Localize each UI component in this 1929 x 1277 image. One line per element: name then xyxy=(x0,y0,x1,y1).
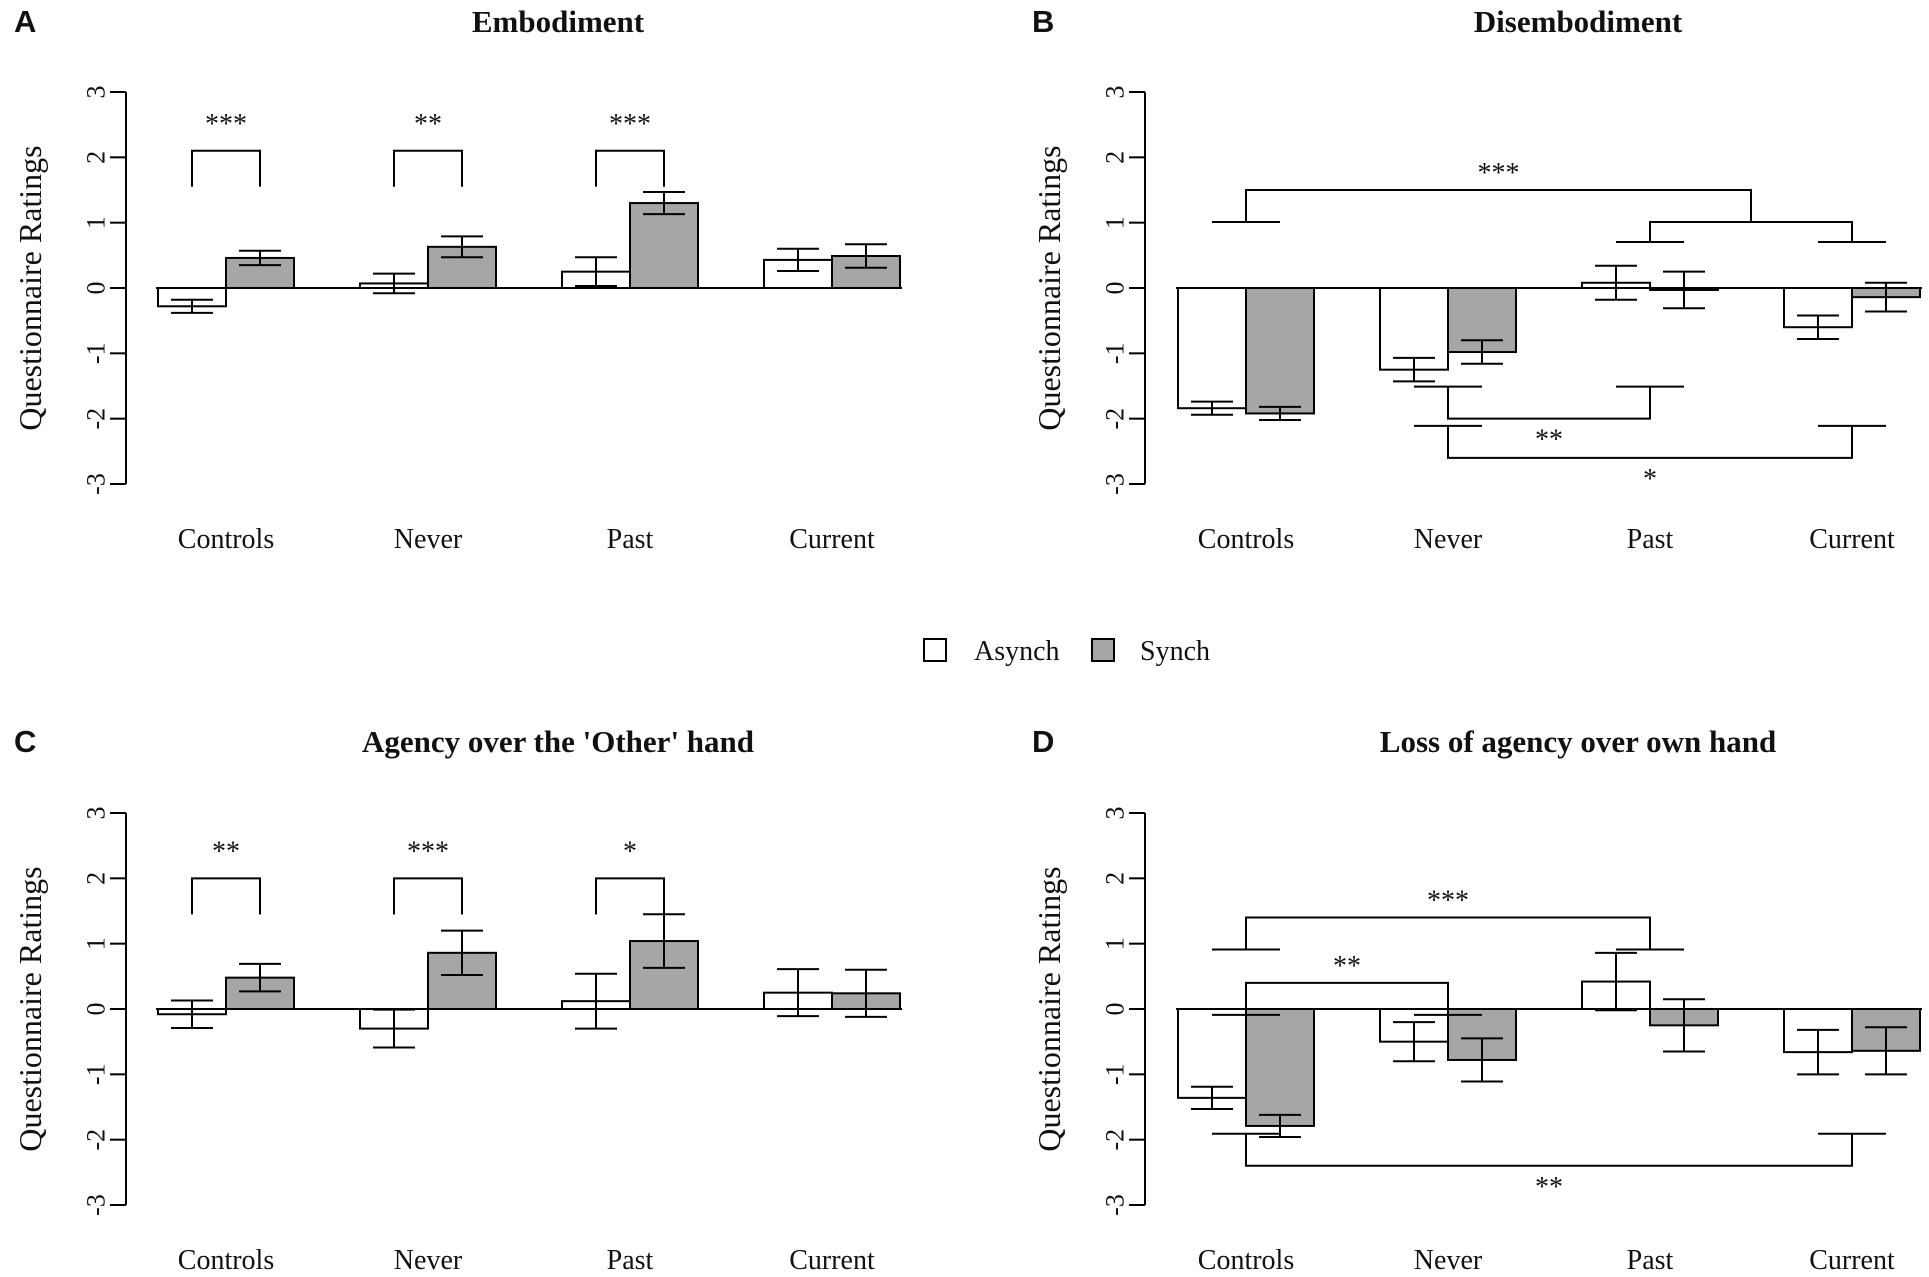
chart-title: Agency over the 'Other' hand xyxy=(362,724,754,759)
significance-stars: * xyxy=(623,836,637,867)
y-tick-label: 3 xyxy=(1101,807,1130,820)
x-category-label: Past xyxy=(1627,1245,1674,1276)
significance-stars: *** xyxy=(407,836,449,867)
y-tick-label: 0 xyxy=(82,282,111,295)
y-tick-label: 0 xyxy=(82,1003,111,1016)
significance-stars: ** xyxy=(414,109,442,140)
significance-stars: ** xyxy=(1535,1172,1563,1203)
y-tick-label: 1 xyxy=(1101,937,1130,950)
x-category-label: Controls xyxy=(178,1245,274,1276)
x-category-label: Current xyxy=(1809,524,1895,555)
chart-panel-d: D Loss of agency over own hand 3 2 1 0 -1 -2 -3 Q… xyxy=(1031,724,1922,1276)
y-tick-label: 2 xyxy=(1101,151,1130,164)
legend-swatch-asynch xyxy=(923,638,947,662)
significance-bracket xyxy=(595,877,665,915)
y-tick-label: 3 xyxy=(82,807,111,820)
significance-stars: *** xyxy=(1427,886,1469,917)
x-category-label: Never xyxy=(394,524,463,555)
x-category-label: Past xyxy=(1627,524,1674,555)
y-tick-label: 3 xyxy=(1101,86,1130,99)
significance-sub-bracket xyxy=(1649,221,1853,242)
significance-bracket xyxy=(393,877,463,915)
bar-asynch xyxy=(1177,1008,1247,1099)
significance-bracket xyxy=(595,149,665,187)
y-tick-label: 1 xyxy=(82,937,111,950)
y-tick-label: 3 xyxy=(82,86,111,99)
significance-bracket xyxy=(1447,386,1651,420)
y-tick-label: 1 xyxy=(1101,216,1130,229)
panels: A Embodiment 3 2 1 0 -1 -2 -3 Questionnaire Ratin… xyxy=(12,4,1922,1276)
significance-bracket xyxy=(393,149,463,187)
y-tick-label: 2 xyxy=(82,872,111,885)
legend-label-synch: Synch xyxy=(1140,636,1210,667)
legend-swatch-synch xyxy=(1091,638,1115,662)
significance-stars: *** xyxy=(1478,158,1520,189)
y-tick-label: -1 xyxy=(82,342,111,364)
bar-synch xyxy=(629,202,699,289)
legend-label-asynch: Asynch xyxy=(974,636,1060,667)
y-tick-label: -3 xyxy=(82,1194,111,1216)
significance-bracket xyxy=(1447,425,1853,459)
y-tick-label: -3 xyxy=(82,473,111,495)
y-tick-label: -3 xyxy=(1101,473,1130,495)
significance-stars: *** xyxy=(609,109,651,140)
bar-asynch xyxy=(1379,287,1449,371)
y-axis-label: Questionnaire Ratings xyxy=(12,866,48,1151)
x-category-label: Controls xyxy=(178,524,274,555)
significance-bracket xyxy=(1245,1133,1853,1167)
significance-bracket xyxy=(1245,916,1651,950)
panel-label: C xyxy=(14,724,36,759)
chart-panel-b: B Disembodiment 3 2 1 0 -1 -2 -3 Questionnaire Ra… xyxy=(1031,4,1922,555)
bar-synch xyxy=(1245,1008,1315,1127)
x-category-label: Never xyxy=(394,1245,463,1276)
y-tick-label: 0 xyxy=(1101,1003,1130,1016)
y-tick-label: -3 xyxy=(1101,1194,1130,1216)
x-category-label: Never xyxy=(1414,1245,1483,1276)
bar-asynch xyxy=(1177,287,1247,410)
y-axis-label: Questionnaire Ratings xyxy=(12,145,48,430)
y-tick-label: 2 xyxy=(1101,872,1130,885)
x-category-label: Controls xyxy=(1198,524,1294,555)
y-tick-label: 0 xyxy=(1101,282,1130,295)
x-category-label: Current xyxy=(1809,1245,1895,1276)
significance-bracket xyxy=(1245,981,1449,1015)
significance-stars: ** xyxy=(1333,951,1361,982)
x-category-label: Current xyxy=(789,1245,875,1276)
x-category-label: Never xyxy=(1414,524,1483,555)
significance-stars: *** xyxy=(205,109,247,140)
x-category-label: Past xyxy=(607,524,654,555)
y-tick-label: -1 xyxy=(1101,1063,1130,1085)
y-tick-label: -2 xyxy=(82,1129,111,1151)
panel-label: A xyxy=(14,4,36,39)
significance-bracket xyxy=(191,877,261,915)
significance-stars: ** xyxy=(1535,425,1563,456)
x-category-label: Controls xyxy=(1198,1245,1294,1276)
y-tick-label: -2 xyxy=(1101,408,1130,430)
y-tick-label: 1 xyxy=(82,216,111,229)
significance-bracket xyxy=(1245,189,1752,222)
y-tick-label: -1 xyxy=(82,1063,111,1085)
x-category-label: Past xyxy=(607,1245,654,1276)
chart-title: Embodiment xyxy=(472,4,645,39)
chart-title: Disembodiment xyxy=(1474,4,1683,39)
chart-title: Loss of agency over own hand xyxy=(1380,724,1776,759)
y-tick-label: 2 xyxy=(82,151,111,164)
chart-panel-a: A Embodiment 3 2 1 0 -1 -2 -3 Questionnaire Ratin… xyxy=(12,4,902,555)
significance-bracket xyxy=(191,149,261,187)
y-axis-label: Questionnaire Ratings xyxy=(1031,866,1067,1151)
y-tick-label: -1 xyxy=(1101,342,1130,364)
x-category-label: Current xyxy=(789,524,875,555)
chart-panel-c: C Agency over the 'Other' hand 3 2 1 0 -1 -2 -3 Q… xyxy=(12,724,902,1276)
panel-label: B xyxy=(1032,4,1054,39)
significance-stars: * xyxy=(1643,464,1657,495)
y-tick-label: -2 xyxy=(1101,1129,1130,1151)
y-axis-label: Questionnaire Ratings xyxy=(1031,145,1067,430)
bar-synch xyxy=(1245,287,1315,415)
y-tick-label: -2 xyxy=(82,408,111,430)
panel-label: D xyxy=(1032,724,1054,759)
legend: Asynch Synch xyxy=(923,636,1210,667)
significance-stars: ** xyxy=(212,836,240,867)
